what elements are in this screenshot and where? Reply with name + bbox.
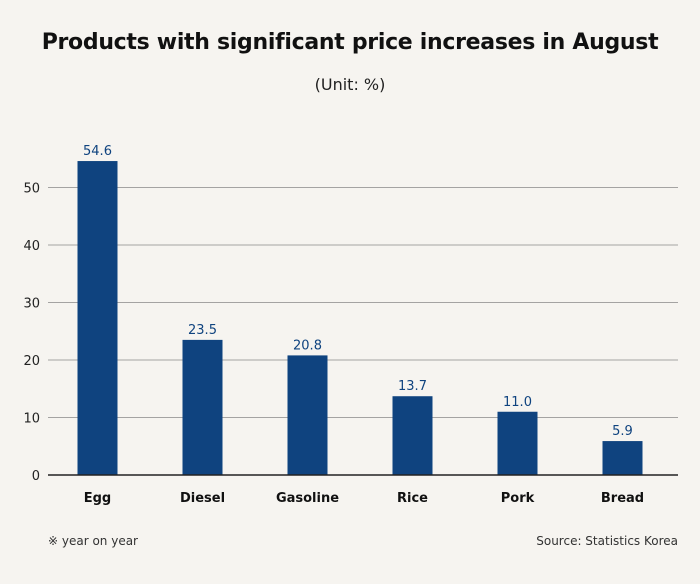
x-tick-label: Pork [501, 491, 535, 506]
chart-subtitle: (Unit: %) [314, 75, 386, 94]
x-tick-label: Egg [84, 491, 112, 506]
data-label: 5.9 [612, 424, 633, 439]
x-tick-label: Rice [397, 491, 428, 506]
source-note: Source: Statistics Korea [536, 534, 678, 548]
y-tick-label: 10 [23, 412, 40, 427]
data-label: 23.5 [188, 323, 217, 338]
x-tick-label: Gasoline [276, 491, 339, 506]
x-tick-label: Bread [601, 491, 644, 506]
bar-diesel [182, 339, 223, 475]
data-label: 20.8 [293, 338, 322, 353]
y-tick-label: 20 [23, 354, 40, 369]
y-tick-label: 0 [32, 469, 40, 484]
chart-title: Products with significant price increase… [41, 30, 659, 55]
footnote: ※ year on year [48, 534, 138, 548]
bar-egg [77, 161, 118, 476]
y-tick-label: 30 [23, 297, 40, 312]
bar-rice [392, 396, 433, 475]
data-label: 11.0 [503, 395, 532, 410]
bar-bread [602, 441, 643, 475]
bar-pork [497, 411, 538, 475]
y-tick-label: 40 [23, 239, 40, 254]
data-label: 13.7 [398, 379, 427, 394]
data-label: 54.6 [83, 144, 112, 159]
bar-gasoline [287, 355, 328, 475]
x-tick-label: Diesel [180, 491, 225, 506]
y-tick-label: 50 [23, 182, 40, 197]
